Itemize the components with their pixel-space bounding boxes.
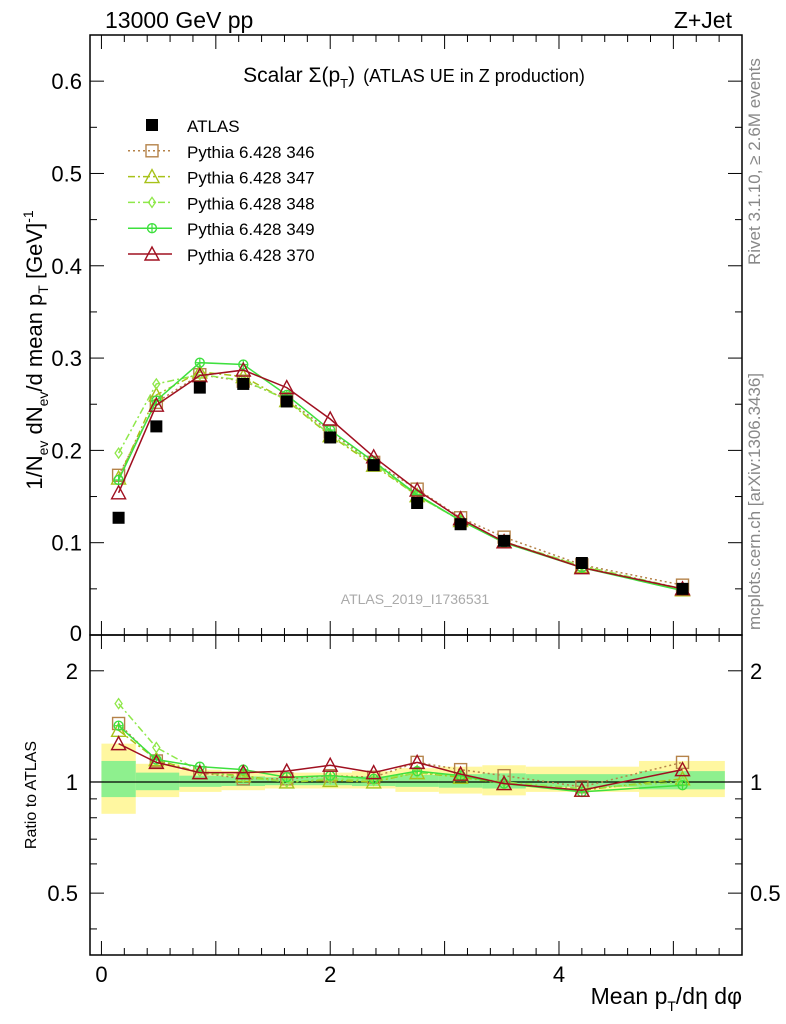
ratio-ylabel: Ratio to ATLAS <box>23 741 40 849</box>
data-point <box>676 582 689 595</box>
title-after: ) <box>348 64 355 87</box>
series-4-point <box>110 484 127 500</box>
data-point <box>280 395 293 408</box>
title-sub: T <box>340 76 348 91</box>
ratio-4-point <box>191 764 208 780</box>
series-line-4 <box>117 369 683 590</box>
legend-label-2: Pythia 6.428 348 <box>187 194 315 213</box>
series-4-point <box>322 410 339 426</box>
data-point <box>454 518 467 531</box>
legend-label-4: Pythia 6.428 370 <box>187 246 315 265</box>
band-green <box>101 760 136 798</box>
ratio-line-2 <box>118 703 683 790</box>
legend-marker-2 <box>147 196 157 209</box>
data-point <box>575 557 588 569</box>
ratio-4-point <box>452 765 469 781</box>
header-right: Z+Jet <box>674 7 733 33</box>
xlabel: Mean pT/dη dφ <box>591 983 742 1014</box>
ratio-y-tick-label-right: 2 <box>750 659 762 684</box>
analysis-watermark: ATLAS_2019_I1736531 <box>341 591 490 607</box>
band-green <box>395 774 439 787</box>
ratio-4-point <box>110 735 127 751</box>
legend-label-3: Pythia 6.428 349 <box>187 220 315 239</box>
chart-marks <box>110 357 691 798</box>
ratio-2-point <box>325 772 335 785</box>
legend-marker-0 <box>145 144 159 158</box>
main-y-tick-label: 0.2 <box>51 438 82 463</box>
ratio-line-4 <box>118 742 683 791</box>
ratio-4-point <box>573 781 591 797</box>
ratio-2-point <box>152 741 161 754</box>
side-text-top: Rivet 3.1.10, ≥ 2.6M events <box>745 58 764 265</box>
ratio-2-point <box>114 697 123 710</box>
chart-title: Scalar Σ(pT) (ATLAS UE in Z production) <box>243 64 585 91</box>
x-tick-label: 0 <box>95 962 107 987</box>
series-4-point <box>408 481 426 497</box>
data-point <box>193 381 206 394</box>
legend-label-data: ATLAS <box>187 117 240 136</box>
ratio-y-tick-label-right: 0.5 <box>750 881 781 906</box>
series-4-point <box>235 361 252 377</box>
ratio-4-point <box>495 775 513 791</box>
ratio-4-point <box>408 753 426 770</box>
series-4-point <box>278 379 295 395</box>
main-y-tick-label: 0.6 <box>51 69 82 94</box>
legend-marker-data <box>146 119 158 131</box>
data-point <box>150 420 163 433</box>
ratio-y-tick-label: 1 <box>66 770 78 795</box>
series-1-point <box>191 363 208 379</box>
data-point <box>237 377 250 390</box>
series-4-point <box>148 396 165 412</box>
title-tail: (ATLAS UE in Z production) <box>363 66 585 86</box>
series-2-point <box>114 447 123 460</box>
series-2-point <box>152 377 161 391</box>
main-y-zero-label: 0 <box>70 621 82 646</box>
x-tick-label: 2 <box>324 962 336 987</box>
main-ylabel: 1/Nev dNev/d mean pT [GeV]-1 <box>20 210 51 490</box>
data-point <box>324 431 337 444</box>
ratio-4-point <box>322 756 339 772</box>
ratio-4-point <box>674 761 691 777</box>
title-main: Scalar Σ(p <box>243 64 340 87</box>
ratio-0-point <box>675 755 690 770</box>
series-line-2 <box>117 373 683 590</box>
band-green <box>179 775 222 787</box>
ratio-y-tick-label: 0.5 <box>47 881 78 906</box>
data-point <box>367 459 380 472</box>
legend-marker-1 <box>143 168 161 184</box>
data-point <box>498 534 511 547</box>
axes: 0 2 4 0.1 0.2 0.3 0.4 0.5 0.6 0 0.5 0.5 1 1 2 2 <box>47 34 781 987</box>
main-y-tick-label: 0.1 <box>51 531 82 556</box>
ratio-4-point <box>365 764 382 780</box>
ratio-4-point <box>148 753 165 770</box>
x-tick-label: 4 <box>553 962 565 987</box>
ratio-y-tick-label: 2 <box>66 659 78 684</box>
series-line-1 <box>117 371 683 591</box>
data-point <box>112 511 125 524</box>
legend-label-1: Pythia 6.428 347 <box>187 169 315 188</box>
legend-label-0: Pythia 6.428 346 <box>187 143 315 162</box>
main-y-tick-label: 0.5 <box>51 161 82 186</box>
legend-marker-4 <box>143 245 161 261</box>
ratio-2-point <box>238 771 248 784</box>
ratio-2-point <box>282 775 292 789</box>
ratio-4-point <box>278 762 295 778</box>
legend: ATLAS Pythia 6.428 346 Pythia 6.428 347 Pyt… <box>128 117 315 265</box>
ratio-4-point <box>235 764 252 780</box>
main-y-tick-label: 0.4 <box>51 254 82 279</box>
side-text-bottom: mcplots.cern.ch [arXiv:1306.3436] <box>745 373 764 630</box>
header-left: 13000 GeV pp <box>105 7 253 33</box>
main-y-tick-label: 0.3 <box>51 346 82 371</box>
ratio-y-tick-label-right: 1 <box>750 770 762 795</box>
data-point <box>411 497 424 509</box>
series-line-0 <box>117 373 683 586</box>
ratio-frame <box>89 634 743 956</box>
